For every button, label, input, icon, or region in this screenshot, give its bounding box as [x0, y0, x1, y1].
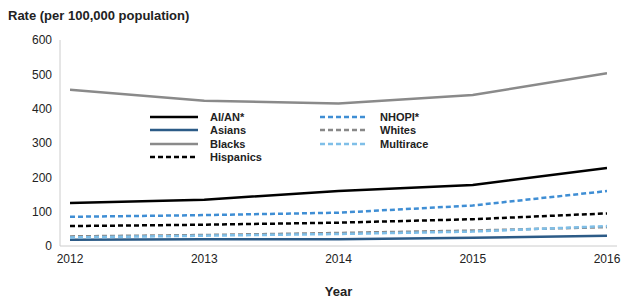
html-text:Rate (per 100,000 population): Rate (per 100,000 population)	[8, 8, 190, 23]
svg-text:600: 600	[32, 33, 52, 47]
svg-text:100: 100	[32, 205, 52, 219]
html-text:Asians: Asians	[210, 124, 247, 137]
html-text:Whites: Whites	[380, 124, 417, 137]
html-text:Blacks: Blacks	[210, 137, 246, 150]
svg-text:500: 500	[32, 68, 52, 82]
html-text:AI/AN*: AI/AN*	[210, 110, 245, 123]
svg-text:2015: 2015	[459, 252, 486, 266]
svg-text:0: 0	[45, 239, 52, 253]
svg-text:2013: 2013	[191, 252, 218, 266]
html-text:Multirace: Multirace	[380, 137, 429, 150]
svg-text:400: 400	[32, 102, 52, 116]
svg-text:2016: 2016	[594, 252, 621, 266]
html-text:Hispanics: Hispanics	[210, 151, 262, 164]
svg-text:300: 300	[32, 136, 52, 150]
svg-text:2012: 2012	[57, 252, 84, 266]
html-text:NHOPI*: NHOPI*	[380, 110, 420, 123]
svg-text:Year: Year	[325, 284, 352, 299]
svg-text:2014: 2014	[325, 252, 352, 266]
svg-text:200: 200	[32, 171, 52, 185]
